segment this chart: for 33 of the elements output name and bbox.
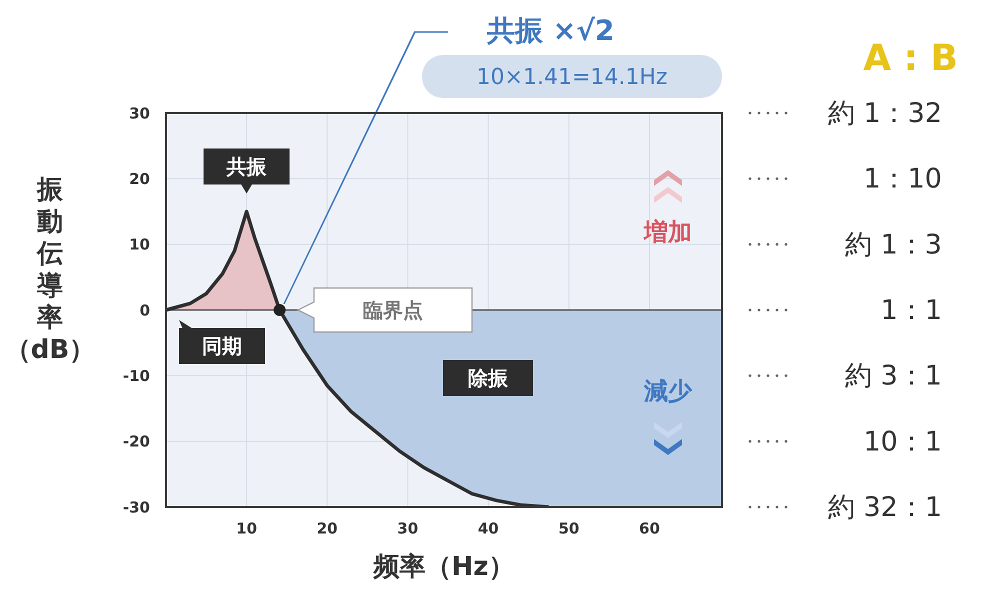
y-tick-label: 30 bbox=[129, 104, 150, 122]
x-tick-label: 30 bbox=[397, 520, 418, 538]
x-tick-label: 50 bbox=[558, 520, 580, 538]
x-tick-label: 20 bbox=[316, 520, 338, 538]
text: 約 3：1 bbox=[845, 360, 942, 392]
x-tick-label: 60 bbox=[639, 520, 660, 538]
annotation: 同期 bbox=[202, 334, 242, 358]
text: A : B bbox=[863, 38, 958, 79]
text: 1：1 bbox=[880, 295, 942, 326]
text: 1：10 bbox=[863, 164, 942, 195]
callout-box: 臨界点 bbox=[296, 287, 473, 333]
y-tick-label: -30 bbox=[122, 498, 150, 516]
annotation: 共振 bbox=[226, 154, 268, 178]
text: 10：1 bbox=[863, 426, 942, 458]
text: 約 1：3 bbox=[845, 229, 942, 260]
y-tick-label: -10 bbox=[122, 366, 150, 385]
text: 約 32：1 bbox=[828, 492, 942, 523]
y-tick-label: 20 bbox=[129, 170, 150, 188]
y-tick-label: 10 bbox=[129, 236, 150, 254]
x-tick-label: 10 bbox=[236, 520, 258, 538]
x-tick-label: 40 bbox=[478, 520, 499, 538]
annotation: 臨界点 bbox=[363, 298, 423, 322]
y-tick-label: 0 bbox=[140, 301, 150, 320]
text: 約 1：32 bbox=[828, 98, 942, 129]
y-tick-label: -20 bbox=[122, 432, 150, 451]
text: 10×1.41=14.1Hz bbox=[476, 65, 668, 90]
annotation: 除振 bbox=[468, 366, 509, 390]
label-box: 除振 bbox=[443, 360, 533, 396]
annotation: 減少 bbox=[643, 377, 693, 405]
x-axis-title: 频率（Hz） bbox=[372, 552, 514, 582]
y-axis-title: 振動伝導率（dB） bbox=[4, 175, 96, 365]
annotation: 増加 bbox=[643, 218, 692, 246]
text: 共振 ×√2 bbox=[486, 14, 614, 47]
